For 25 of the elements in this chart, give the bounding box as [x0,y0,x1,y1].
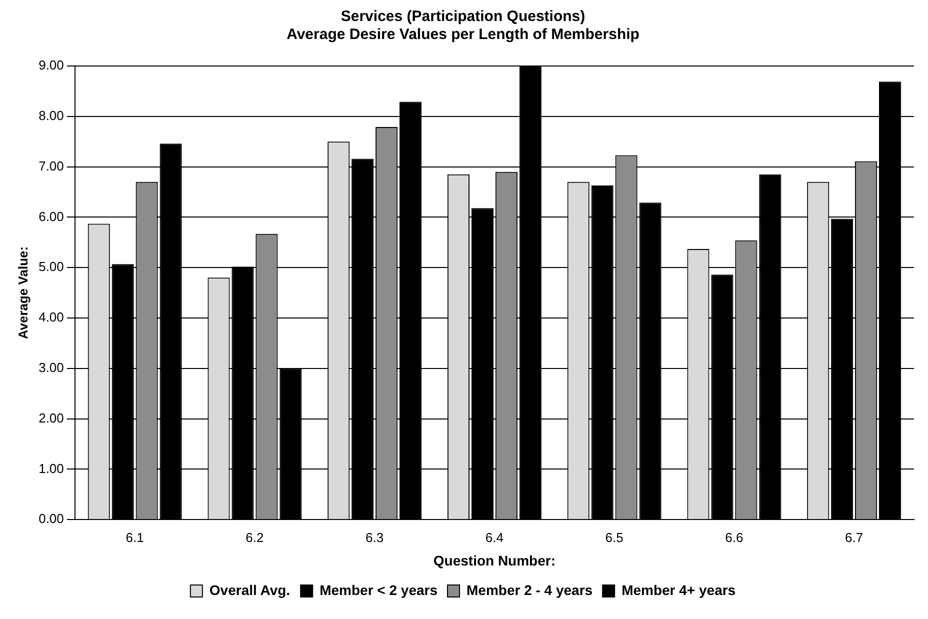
y-tick-label: 6.00 [38,208,64,224]
y-tick-label: 3.00 [38,360,64,375]
x-axis-title: Question Number: [433,552,556,568]
y-axis-title: Average Value: [15,246,30,340]
x-tick-label: 6.2 [246,530,264,545]
text: Services (Participation Questions) [340,8,586,26]
y-tick-label: 0.00 [38,511,64,526]
x-tick-label: 6.4 [485,530,504,545]
x-tick-label: 6.5 [605,530,624,545]
x-tick-label: 6.7 [845,530,864,545]
y-tick-label: 1.00 [38,460,64,476]
text: Average Desire Values per Length of Membership [286,26,640,44]
y-tick-label: 2.00 [38,410,64,426]
y-tick-label: 8.00 [38,108,64,123]
legend-label: Member 4+ years [622,582,736,598]
y-tick-label: 5.00 [38,259,64,274]
x-tick-label: 6.1 [126,530,144,545]
x-tick-label: 6.6 [725,530,744,545]
y-tick-label: 7.00 [38,158,64,174]
legend-label: Overall Avg. [209,582,290,598]
y-tick-label: 4.00 [38,310,64,325]
legend-label: Member 2 - 4 years [466,582,593,598]
x-tick-label: 6.3 [366,530,384,545]
legend-label: Member < 2 years [320,582,438,598]
y-tick-label: 9.00 [38,58,64,73]
